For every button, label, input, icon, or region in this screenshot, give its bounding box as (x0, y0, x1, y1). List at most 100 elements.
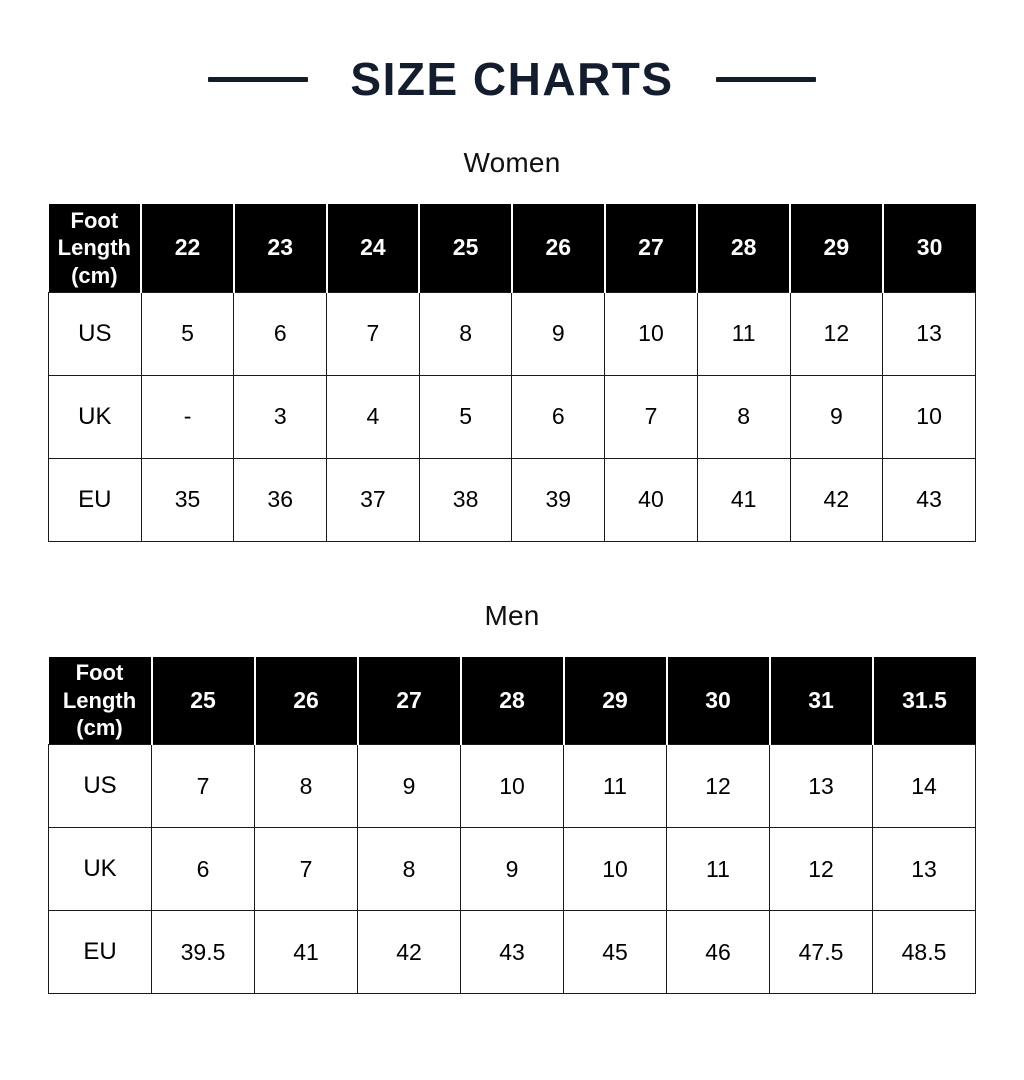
title-rule-left-icon (208, 76, 309, 82)
table-header-row: Foot Length (cm) 22 23 24 25 26 27 28 29… (48, 204, 976, 292)
size-table-women: Foot Length (cm) 22 23 24 25 26 27 28 29… (48, 204, 976, 542)
column-header-cell: 24 (325, 204, 421, 292)
column-header-cell: 28 (696, 204, 791, 292)
corner-header-line1: Foot Length (57, 207, 131, 261)
table-cell: 8 (254, 744, 358, 828)
table-cell: 13 (872, 827, 976, 911)
table-row: EU 39.5 41 42 43 45 46 47.5 48.5 (48, 910, 976, 994)
section-heading-men: Men (484, 599, 540, 631)
column-header-cell: 23 (232, 204, 328, 292)
column-header-cell: 30 (881, 204, 976, 292)
table-cell: 14 (872, 744, 976, 828)
column-header-cell: 31.5 (871, 656, 976, 745)
column-header-cell: 31 (768, 656, 874, 745)
column-header-cell: 28 (459, 656, 565, 745)
column-header-cell: 27 (603, 204, 699, 292)
table-cell: 39.5 (151, 910, 255, 994)
table-row: US 7 8 9 10 11 12 13 14 (48, 744, 976, 828)
row-label-cell: EU (48, 457, 142, 542)
column-header-cell: 26 (510, 204, 606, 292)
table-cell: 12 (769, 827, 873, 911)
row-label-cell: US (48, 291, 142, 376)
table-cell: 3 (233, 374, 328, 459)
table-cell: 38 (418, 457, 513, 542)
table-cell: 13 (769, 744, 873, 828)
size-table-women-wrapper: Foot Length (cm) 22 23 24 25 26 27 28 29… (48, 204, 976, 542)
table-cell: 8 (357, 827, 461, 911)
table-cell: 36 (233, 457, 328, 542)
table-cell: 6 (233, 291, 328, 376)
table-cell: 12 (789, 291, 884, 376)
corner-header-line2: (cm) (71, 262, 118, 288)
size-charts-page: SIZE CHARTS Women Foot Length (cm) 22 23… (0, 56, 1024, 1080)
table-cell: 42 (789, 457, 884, 542)
size-table-men: Foot Length (cm) 25 26 27 28 29 30 31 31… (48, 656, 976, 994)
table-cell: 43 (460, 910, 564, 994)
column-header-cell: 30 (665, 656, 771, 745)
column-header-cell: 26 (253, 656, 359, 745)
row-label-cell: EU (48, 910, 152, 994)
table-cell: 40 (604, 457, 698, 542)
table-cell: 6 (151, 827, 255, 911)
size-table-men-head: Foot Length (cm) 25 26 27 28 29 30 31 31… (48, 656, 976, 745)
corner-header-cell: Foot Length (cm) (48, 204, 143, 292)
table-cell: 45 (563, 910, 667, 994)
table-cell: 8 (418, 291, 513, 376)
table-cell: 11 (666, 827, 770, 911)
corner-header-line2: (cm) (76, 715, 123, 740)
table-row: UK 6 7 8 9 10 11 12 13 (48, 827, 976, 911)
table-row: EU 35 36 37 38 39 40 41 42 43 (48, 457, 976, 542)
table-cell: 5 (140, 291, 235, 376)
table-cell: 39 (511, 457, 606, 542)
page-header: SIZE CHARTS (0, 56, 1024, 102)
table-cell: 43 (882, 457, 976, 542)
table-cell: 7 (254, 827, 358, 911)
table-cell: 7 (151, 744, 255, 828)
table-cell: 12 (666, 744, 770, 828)
row-label-cell: UK (48, 374, 142, 459)
column-header-cell: 29 (562, 656, 668, 745)
table-cell: 9 (460, 827, 564, 911)
table-cell: 37 (326, 457, 420, 542)
table-cell: 42 (357, 910, 461, 994)
column-header-cell: 27 (356, 656, 462, 745)
table-cell: 8 (696, 374, 791, 459)
table-cell: 9 (789, 374, 884, 459)
column-header-cell: 25 (418, 204, 513, 292)
table-cell: 11 (696, 291, 791, 376)
table-cell: 41 (696, 457, 791, 542)
table-cell: 7 (604, 374, 698, 459)
corner-header-line1: Foot Length (62, 660, 137, 713)
table-header-row: Foot Length (cm) 25 26 27 28 29 30 31 31… (48, 656, 976, 745)
table-cell: 47.5 (769, 910, 873, 994)
table-cell: 41 (254, 910, 358, 994)
table-cell: 10 (460, 744, 564, 828)
table-row: UK - 3 4 5 6 7 8 9 10 (48, 374, 976, 459)
column-header-cell: 22 (140, 204, 235, 292)
page-title: SIZE CHARTS (350, 53, 674, 105)
table-cell: 13 (882, 291, 976, 376)
table-cell: 11 (563, 744, 667, 828)
size-table-women-body: US 5 6 7 8 9 10 11 12 13 UK - 3 4 5 (48, 291, 976, 542)
row-label-cell: UK (48, 827, 152, 911)
table-cell: 10 (882, 374, 976, 459)
size-table-men-body: US 7 8 9 10 11 12 13 14 UK 6 7 8 9 10 (48, 744, 976, 994)
table-cell: 9 (357, 744, 461, 828)
size-table-women-head: Foot Length (cm) 22 23 24 25 26 27 28 29… (48, 204, 976, 292)
table-cell: 10 (604, 291, 698, 376)
column-header-cell: 29 (789, 204, 884, 292)
table-cell: 6 (511, 374, 606, 459)
row-label-cell: US (48, 744, 152, 828)
table-cell: 9 (511, 291, 606, 376)
column-header-cell: 25 (150, 656, 256, 745)
table-cell: 35 (140, 457, 235, 542)
section-heading-women: Women (463, 147, 561, 178)
table-cell: 5 (418, 374, 513, 459)
table-cell: 48.5 (872, 910, 976, 994)
table-cell: - (140, 374, 235, 459)
table-cell: 46 (666, 910, 770, 994)
table-cell: 4 (326, 374, 420, 459)
table-cell: 10 (563, 827, 667, 911)
size-table-men-wrapper: Foot Length (cm) 25 26 27 28 29 30 31 31… (48, 656, 976, 994)
table-row: US 5 6 7 8 9 10 11 12 13 (48, 291, 976, 376)
